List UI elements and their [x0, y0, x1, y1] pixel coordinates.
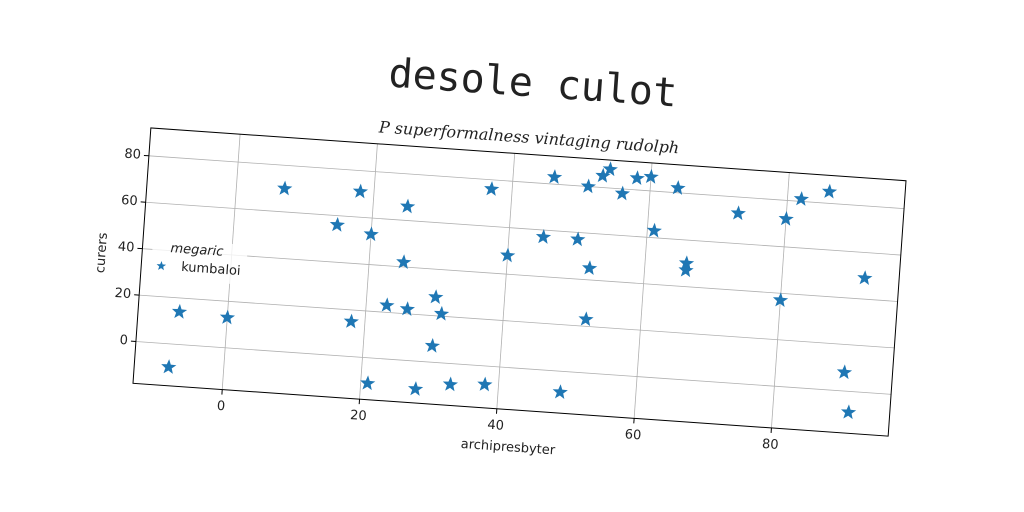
grid-line: [496, 153, 516, 409]
y-tick-label: 20: [114, 286, 132, 302]
x-tick-label: 80: [761, 437, 779, 453]
point: [363, 226, 379, 242]
point: [629, 170, 645, 186]
x-axis-label: archipresbyter: [460, 437, 556, 459]
point: [500, 247, 516, 263]
plot-area: desole culot P superformalness vintaging…: [93, 50, 907, 459]
y-tick-label: 0: [119, 333, 128, 349]
point: [730, 205, 746, 221]
point: [428, 289, 444, 304]
x-tick-label: 0: [216, 399, 225, 415]
grid-line: [148, 155, 905, 210]
point: [857, 270, 873, 285]
point: [379, 297, 395, 313]
point: [329, 216, 345, 232]
point: [161, 359, 177, 374]
point: [821, 183, 838, 199]
plot-frame: [132, 127, 907, 437]
point: [778, 211, 794, 226]
legend-title: megaric: [170, 241, 224, 260]
point: [836, 364, 853, 380]
point: [484, 181, 500, 196]
y-tick-label: 40: [117, 239, 135, 255]
point: [793, 191, 810, 206]
grid-line: [142, 248, 898, 302]
grid-line: [359, 143, 378, 400]
point: [360, 375, 376, 391]
point: [399, 301, 415, 316]
y-tick-label: 80: [124, 147, 142, 163]
grid-line: [633, 162, 653, 419]
legend-box: [150, 238, 248, 285]
point: [646, 222, 662, 238]
legend-label: kumbaloi: [181, 260, 241, 279]
grid-line: [135, 341, 892, 395]
point: [442, 376, 459, 392]
point: [408, 381, 424, 396]
point: [670, 180, 686, 195]
x-tick-label: 60: [624, 427, 642, 443]
chart-title: desole culot: [387, 50, 678, 116]
grid-line: [139, 294, 895, 349]
point: [477, 376, 493, 392]
point: [602, 161, 618, 177]
point: [547, 169, 563, 184]
x-tick-label: 20: [350, 408, 368, 424]
grid-line: [145, 201, 901, 256]
point: [570, 231, 586, 247]
x-tick-label: 40: [487, 418, 505, 434]
point: [678, 262, 694, 278]
point: [643, 168, 659, 184]
point: [552, 384, 568, 399]
point: [614, 185, 631, 201]
point: [396, 254, 412, 270]
point: [171, 303, 188, 319]
point: [400, 198, 416, 214]
point: [595, 167, 611, 183]
point: [219, 309, 236, 325]
point: [582, 260, 598, 276]
point: [424, 337, 441, 353]
y-tick-label: 60: [121, 193, 139, 209]
point: [580, 178, 597, 194]
point: [352, 183, 369, 199]
chart-subtitle: P superformalness vintaging rudolph: [377, 117, 680, 157]
point: [772, 292, 789, 308]
y-axis-label: curers: [93, 232, 111, 274]
point: [277, 180, 293, 196]
point: [343, 313, 359, 329]
point: [433, 305, 450, 321]
point: [841, 404, 857, 420]
legend-marker: [156, 261, 167, 271]
point: [578, 311, 594, 327]
point: [535, 229, 552, 244]
